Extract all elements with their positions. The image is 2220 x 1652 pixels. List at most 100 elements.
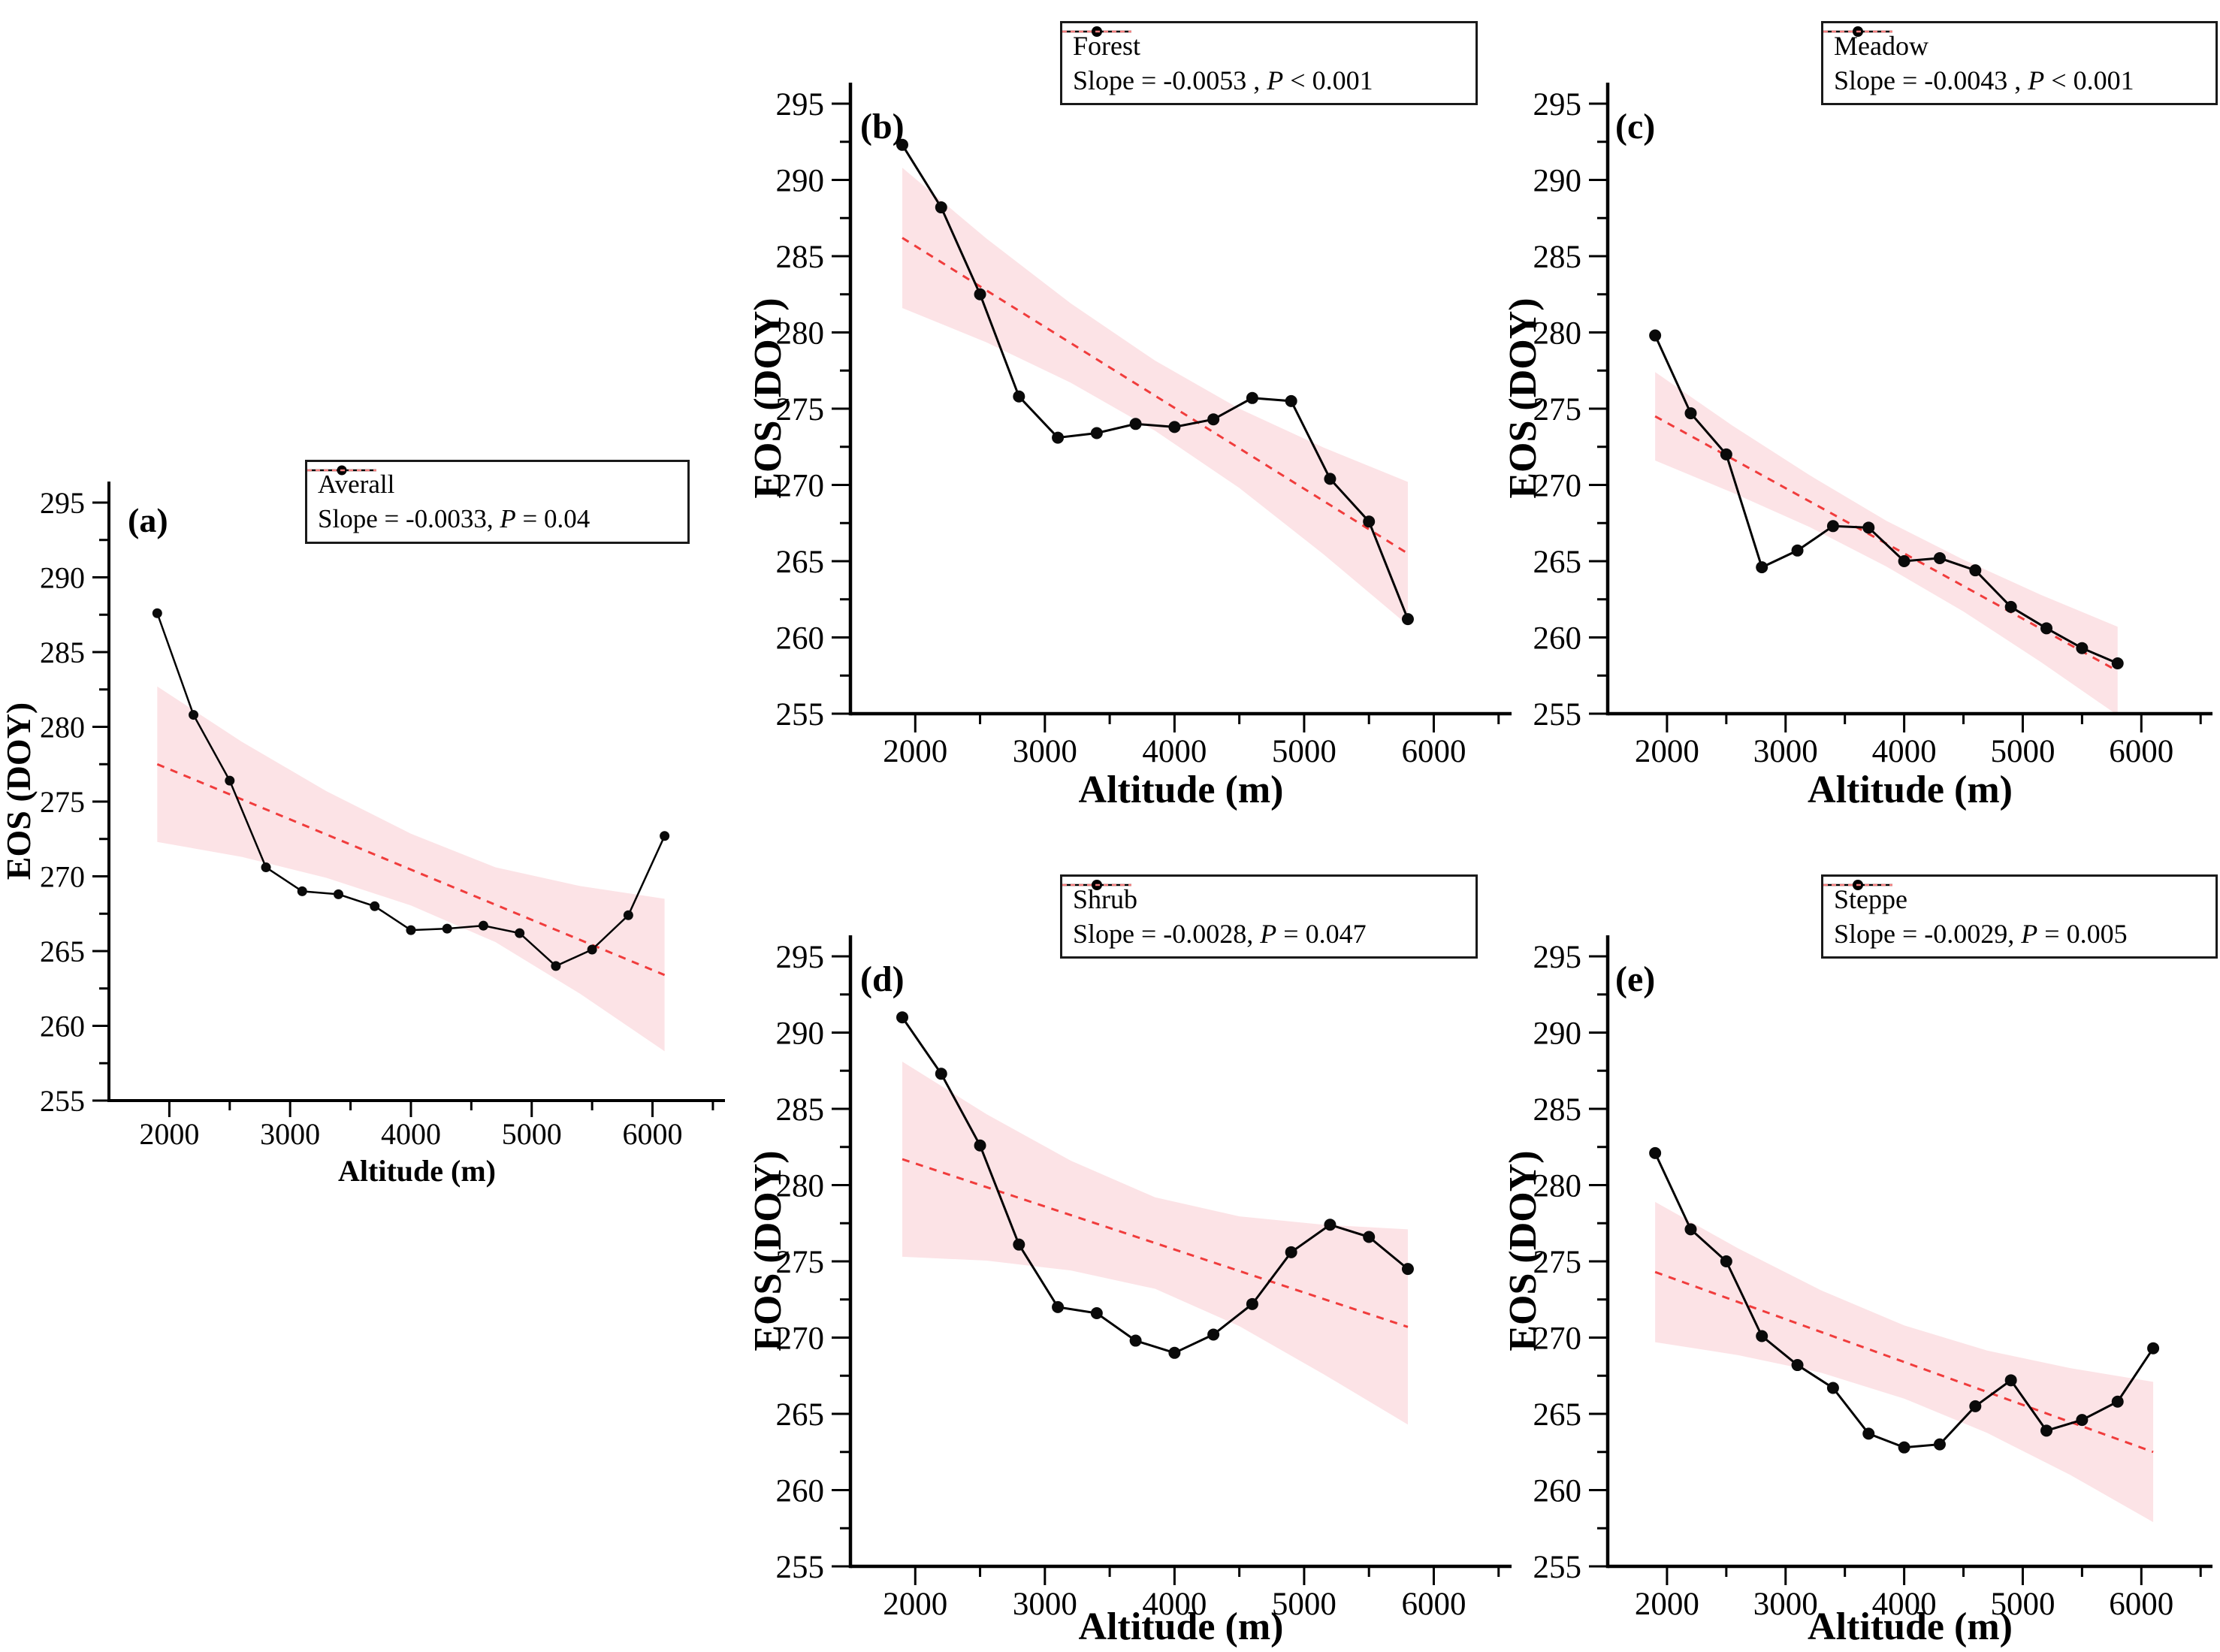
- x-tick-label: 5000: [1272, 734, 1337, 769]
- data-point: [1246, 391, 1258, 404]
- y-tick-label: 260: [1533, 621, 1582, 657]
- legend-series-name: Forest: [1073, 31, 1140, 61]
- x-tick-label: 3000: [1753, 1587, 1818, 1622]
- data-point: [2076, 642, 2089, 654]
- y-tick-label: 290: [1533, 1016, 1582, 1052]
- legend-slope-text: Slope = -0.0033, P = 0.04: [318, 504, 590, 533]
- data-point: [1720, 448, 1732, 461]
- y-tick-label: 275: [776, 1245, 825, 1280]
- y-tick-label: 290: [40, 561, 85, 595]
- y-axis-title: EOS (DOY): [1502, 297, 1545, 498]
- x-tick-label: 2000: [139, 1117, 199, 1151]
- x-tick-label: 6000: [2109, 1587, 2173, 1622]
- panel-shrub: 2000 3000 4000 5000 6000 255 260 265 270 275 280 28…: [747, 826, 1548, 1652]
- x-tick-label: 3000: [1753, 734, 1818, 769]
- legend-series-row: Meadow: [1823, 26, 2212, 63]
- data-point: [2076, 1414, 2089, 1427]
- legend-series-name: Steppe: [1834, 884, 1907, 914]
- legend-slope-text: Slope = -0.0053 , P < 0.001: [1073, 65, 1373, 95]
- series-line: [901, 144, 1409, 620]
- data-point: [2004, 1374, 2017, 1387]
- x-tick-label: 5000: [502, 1117, 562, 1151]
- y-tick-label: 265: [776, 545, 825, 580]
- data-point: [1756, 1330, 1768, 1342]
- data-point: [1862, 521, 1875, 534]
- trend-line: [902, 1158, 1409, 1328]
- y-tick-label: 295: [1533, 940, 1582, 975]
- y-tick-label: 285: [1533, 1092, 1582, 1128]
- plot-area: 2000 3000 4000 5000 6000 255 260 265 270 275 280 28…: [1533, 935, 2212, 1622]
- panel-label: (a): [128, 501, 168, 539]
- data-point: [1401, 1263, 1414, 1276]
- y-tick-label: 285: [40, 636, 85, 669]
- legend-slope-row: Slope = -0.0029, P = 0.005: [1823, 883, 2212, 951]
- data-point: [1684, 407, 1697, 420]
- x-tick-label: 4000: [1142, 734, 1207, 769]
- data-point: [1168, 1346, 1181, 1359]
- trend-line: [1654, 1270, 2154, 1454]
- y-axis-title: EOS (DOY): [747, 297, 790, 498]
- data-point: [370, 901, 380, 911]
- plot-area: 2000 3000 4000 5000 6000 255 260 265 270 275 280 28…: [40, 482, 725, 1151]
- legend-series-row: Forest: [1062, 26, 1472, 63]
- plot-area: 2000 3000 4000 5000 6000 255 260 265 270 275 280 28…: [776, 935, 1512, 1622]
- y-tick-label: 275: [776, 392, 825, 427]
- y-tick-label: 275: [1533, 1245, 1582, 1280]
- y-tick-label: 295: [776, 87, 825, 122]
- data-point: [1363, 1231, 1376, 1243]
- data-point: [1052, 1300, 1065, 1313]
- y-tick-label: 265: [1533, 545, 1582, 580]
- trend-line-sample-icon: [1823, 883, 1892, 886]
- legend-series-name: Averall: [318, 470, 395, 499]
- y-tick-label: 280: [1533, 316, 1582, 352]
- legend-slope-row: Slope = -0.0028, P = 0.047: [1062, 883, 1472, 951]
- trend-line-sample-icon: [1062, 883, 1131, 886]
- data-point: [1090, 427, 1103, 439]
- data-point: [1791, 1359, 1804, 1372]
- data-point: [1933, 551, 1946, 564]
- data-point: [2004, 600, 2017, 613]
- y-tick-label: 285: [776, 240, 825, 275]
- data-point: [1090, 1307, 1103, 1320]
- x-tick-label: 4000: [1142, 1587, 1207, 1622]
- data-point: [1826, 1382, 1839, 1394]
- data-point: [1129, 1334, 1142, 1347]
- x-tick-label: 5000: [1272, 1587, 1337, 1622]
- series-line: [901, 1016, 1409, 1355]
- legend-slope-text: Slope = -0.0029, P = 0.005: [1834, 919, 2128, 949]
- x-tick-label: 3000: [1013, 734, 1077, 769]
- y-tick-label: 295: [40, 486, 85, 520]
- legend-box: Forest Slope = -0.0053 , P < 0.001: [1060, 21, 1478, 105]
- data-point: [1129, 418, 1142, 430]
- x-tick-label: 4000: [381, 1117, 441, 1151]
- data-point: [1285, 1246, 1297, 1258]
- data-point: [406, 925, 416, 935]
- data-point: [1649, 1146, 1662, 1159]
- y-tick-label: 270: [40, 860, 85, 894]
- data-point: [660, 831, 670, 841]
- data-point: [1649, 329, 1662, 342]
- panel-meadow: 2000 3000 4000 5000 6000 255 260 265 270 275 280 28…: [1502, 0, 2220, 826]
- data-point: [974, 288, 986, 301]
- x-tick-label: 6000: [1401, 1587, 1466, 1622]
- y-tick-label: 275: [40, 785, 85, 819]
- data-point: [587, 944, 597, 955]
- y-tick-label: 270: [776, 469, 825, 504]
- y-tick-label: 265: [40, 935, 85, 968]
- data-point: [1324, 1219, 1337, 1231]
- data-point: [515, 928, 525, 938]
- x-tick-label: 6000: [2109, 734, 2173, 769]
- chart-forest: 2000 3000 4000 5000 6000 255 260 265 270 275 280 28…: [747, 83, 1512, 811]
- y-axis-title: EOS (DOY): [747, 1150, 790, 1351]
- data-point: [1933, 1438, 1946, 1451]
- legend-slope-text: Slope = -0.0028, P = 0.047: [1073, 919, 1367, 949]
- x-axis-title: Altitude (m): [1808, 769, 2013, 811]
- data-point: [2111, 1395, 2124, 1408]
- y-axis-title: EOS (DOY): [1502, 1150, 1545, 1351]
- data-point: [1363, 515, 1376, 528]
- legend-box: Meadow Slope = -0.0043 , P < 0.001: [1821, 21, 2218, 105]
- data-point: [1826, 520, 1839, 533]
- legend-slope-row: Slope = -0.0043 , P < 0.001: [1823, 30, 2212, 98]
- data-point: [478, 920, 488, 931]
- legend-box: Steppe Slope = -0.0029, P = 0.005: [1821, 874, 2218, 959]
